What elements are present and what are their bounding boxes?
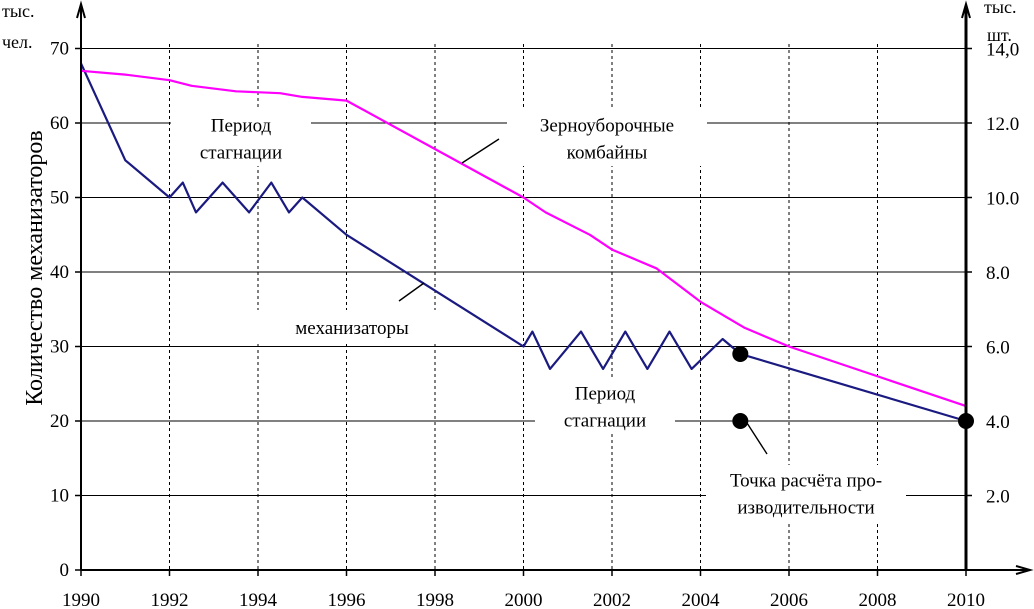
y-tick-label-left: 30 (50, 337, 69, 358)
y-unit-left-1: тыс. (2, 1, 34, 21)
y-tick-label-right: 2.0 (986, 487, 1010, 508)
y-axis-left-arrow (76, 0, 86, 19)
x-tick-label: 1990 (62, 590, 100, 609)
annotation-stagnation-2-box (535, 378, 675, 434)
legend-point-marker (732, 413, 749, 429)
x-tick-label: 2006 (770, 590, 808, 609)
x-tick-label: 2000 (505, 590, 543, 609)
y-unit-right-2: шт. (987, 25, 1012, 45)
calc-point-marker (732, 345, 749, 362)
annotation-stagnation-1-box (171, 110, 311, 166)
y-tick-label-right: 8.0 (986, 263, 1010, 284)
annotation-calc-point-label: изводительности (737, 498, 874, 519)
y-tick-label-left: 70 (50, 39, 69, 60)
x-axis-arrow (1015, 565, 1034, 575)
x-tick-label: 2002 (593, 590, 631, 609)
x-tick-label: 1998 (416, 590, 454, 609)
y-tick-label-left: 0 (60, 560, 70, 581)
x-tick-label: 1996 (328, 590, 366, 609)
annotation-mechanizers-label: механизаторы (295, 318, 409, 339)
x-tick-label: 2004 (682, 590, 721, 609)
annotation-combines-label: Зерноуборочные (540, 116, 674, 137)
annotation-combines-label: комбайны (567, 143, 648, 164)
y-tick-label-left: 40 (50, 262, 69, 283)
x-tick-label: 2008 (859, 590, 897, 609)
annotation-stagnation-1-label: Период (211, 116, 272, 137)
y-tick-label-left: 60 (50, 113, 69, 134)
x-tick-label: 1992 (151, 590, 189, 609)
annotation-stagnation-2-label: Период (575, 384, 636, 405)
y-tick-label-left: 20 (50, 411, 69, 432)
y-tick-label-left: 10 (50, 486, 69, 507)
y-tick-label-right: 4.0 (986, 412, 1010, 433)
calc-point-marker (958, 413, 974, 429)
y-axis-right-arrow (961, 0, 971, 19)
annotation-combines-leader (461, 138, 500, 164)
annotation-mechanizers-box (255, 310, 449, 344)
annotation-mechanizers-leader (398, 282, 425, 302)
annotation-stagnation-1-label: стагнации (200, 143, 282, 164)
y-tick-label-right: 14,0 (986, 40, 1019, 61)
series-line-combines (80, 69, 967, 408)
y-unit-right-1: тыс. (984, 0, 1016, 17)
y-unit-left-2: чел. (2, 32, 33, 52)
annotation-calc-point-box (706, 465, 906, 521)
y-axis-title: Количество механизаторов (22, 130, 48, 406)
annotation-combines-box (507, 110, 707, 166)
annotation-calc-point-label: Точка расчёта про- (730, 471, 882, 492)
annotation-calc-point-leader (746, 422, 768, 455)
y-tick-label-right: 12.0 (986, 114, 1019, 135)
x-tick-label: 2010 (947, 590, 985, 609)
y-tick-label-right: 6.0 (986, 338, 1010, 359)
y-tick-label-left: 50 (50, 188, 69, 209)
x-tick-label: 1994 (239, 590, 278, 609)
annotation-stagnation-2-label: стагнации (564, 411, 646, 432)
series-line-mechanizers (79, 62, 967, 423)
y-tick-label-right: 10.0 (986, 189, 1019, 210)
